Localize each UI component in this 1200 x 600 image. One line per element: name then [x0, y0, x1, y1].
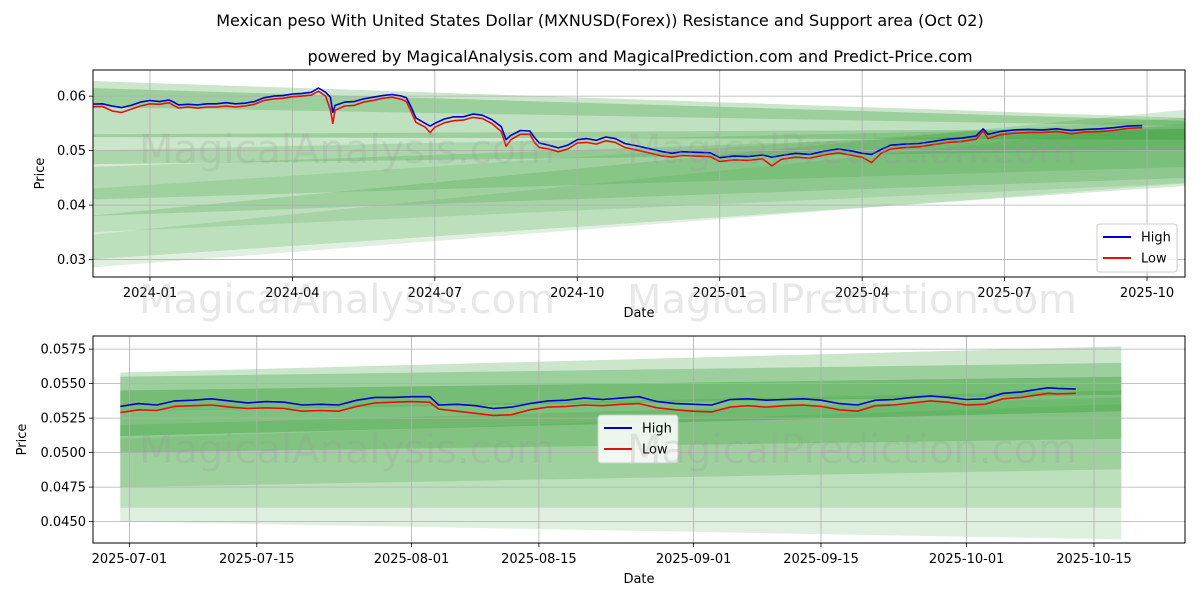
bottom-panel-series-low — [120, 392, 1076, 417]
bottom-panel: 2025-07-01 2025-07-15 2025-08-01 2025-08-15… — [15, 335, 1186, 587]
watermark-prediction-mid: MagicalPrediction.com — [627, 277, 1077, 323]
bottom-panel-legend-label-low: Low — [642, 443, 668, 458]
bottom-panel-band-6 — [120, 404, 1122, 540]
top-panel-band-0 — [93, 81, 1185, 127]
bottom-panel-legend: High Low — [597, 414, 679, 464]
bottom-panel-x-tick-label-6: 2025-10-01 — [929, 552, 1005, 567]
top-panel-x-tick-label-5: 2025-04 — [835, 286, 889, 301]
bottom-panel-band-2 — [120, 376, 1122, 436]
top-panel-series-low — [93, 90, 1143, 167]
top-panel-y-tick-label-3: 0.06 — [57, 90, 86, 105]
chart-title: Mexican peso With United States Dollar (… — [216, 11, 983, 30]
top-panel-x-tick-label-7: 2025-10 — [1120, 286, 1174, 301]
bottom-panel-x-tick-label-5: 2025-09-15 — [783, 552, 859, 567]
top-panel-frame — [92, 69, 1186, 278]
bottom-panel-y-tick-label-4: 0.0550 — [41, 377, 87, 392]
watermark-layer: MagicalAnalysis.com MagicalPrediction.co… — [139, 127, 1077, 473]
watermark-analysis-mid: MagicalAnalysis.com — [139, 277, 555, 323]
bottom-panel-x-tick-label-4: 2025-09-01 — [656, 552, 732, 567]
watermark-prediction-top: MagicalPrediction.com — [627, 127, 1077, 173]
top-panel-x-axis-label: Date — [623, 306, 654, 321]
bottom-panel-x-tick-label-7: 2025-10-15 — [1056, 552, 1132, 567]
top-panel-series-high — [93, 87, 1143, 159]
top-panel-x-tick-label-1: 2024-04 — [265, 286, 319, 301]
top-panel-legend: High Low — [1096, 223, 1178, 273]
bottom-panel-frame — [92, 335, 1186, 544]
bottom-panel-legend-label-high: High — [642, 422, 672, 437]
top-panel: 2024-01 2024-04 2024-07 2024-10 2025-01 2025-… — [33, 69, 1186, 321]
bottom-panel-x-tick-label-2: 2025-08-01 — [374, 552, 450, 567]
bottom-panel-bands — [120, 346, 1122, 540]
top-panel-legend-label-high: High — [1141, 231, 1171, 246]
top-panel-band-7 — [93, 123, 1185, 268]
bottom-panel-y-tick-label-2: 0.0500 — [41, 446, 87, 461]
bottom-panel-y-tick-label-1: 0.0475 — [41, 481, 87, 496]
bottom-panel-band-1 — [120, 362, 1122, 412]
bottom-panel-y-tick-label-3: 0.0525 — [41, 412, 87, 427]
top-panel-x-tick-label-6: 2025-07 — [977, 286, 1031, 301]
bottom-panel-y-tick-label-5: 0.0575 — [41, 343, 87, 358]
bottom-panel-y-tick-label-0: 0.0450 — [41, 515, 87, 530]
bottom-panel-band-0 — [120, 346, 1122, 398]
top-panel-y-tick-label-0: 0.03 — [57, 253, 86, 268]
top-panel-x-tick-label-0: 2024-01 — [123, 286, 177, 301]
bottom-panel-x-axis-label: Date — [623, 572, 654, 587]
top-panel-legend-label-low: Low — [1141, 252, 1167, 267]
top-panel-x-tick-label-2: 2024-07 — [408, 286, 462, 301]
top-panel-y-axis-label: Price — [33, 158, 48, 190]
watermark-prediction-bottom: MagicalPrediction.com — [627, 427, 1077, 473]
watermark-analysis-bottom: MagicalAnalysis.com — [139, 427, 555, 473]
top-panel-bands — [93, 81, 1185, 268]
bottom-panel-y-axis-label: Price — [15, 424, 30, 456]
top-panel-x-tick-label-3: 2024-10 — [550, 286, 604, 301]
watermark-analysis-top: MagicalAnalysis.com — [139, 127, 555, 173]
top-panel-x-tick-label-4: 2025-01 — [693, 286, 747, 301]
bottom-panel-x-tick-label-0: 2025-07-01 — [92, 552, 168, 567]
top-panel-y-tick-label-1: 0.04 — [57, 199, 86, 214]
bottom-panel-x-tick-label-1: 2025-07-15 — [219, 552, 295, 567]
chart-subtitle: powered by MagicalAnalysis.com and Magic… — [307, 47, 972, 66]
bottom-panel-series-high — [120, 387, 1076, 410]
top-panel-y-tick-label-2: 0.05 — [57, 144, 86, 159]
bottom-panel-x-tick-label-3: 2025-08-15 — [501, 552, 577, 567]
